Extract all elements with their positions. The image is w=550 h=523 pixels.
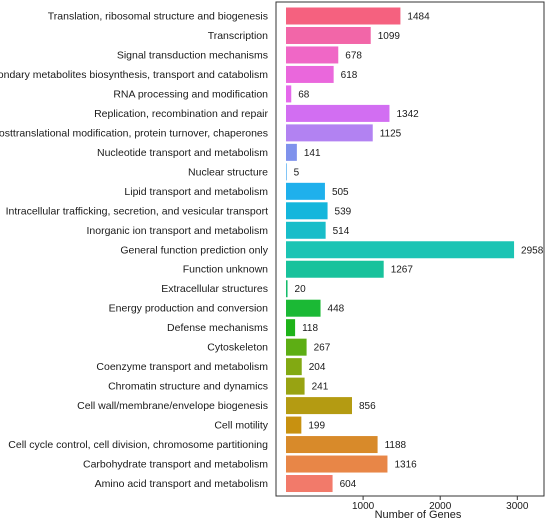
bar xyxy=(286,46,339,64)
value-label: 856 xyxy=(359,401,376,412)
bar xyxy=(286,260,384,278)
category-label: RNA processing and modification xyxy=(113,88,268,100)
x-tick-label: 3000 xyxy=(506,501,529,512)
bar xyxy=(286,26,371,44)
bar xyxy=(286,377,305,395)
category-label: Cell motility xyxy=(214,420,268,432)
bar xyxy=(286,7,401,25)
bar xyxy=(286,319,296,337)
value-label: 1267 xyxy=(391,265,414,276)
bar xyxy=(286,221,326,239)
category-label: Nucleotide transport and metabolism xyxy=(97,147,268,159)
category-label: Defense mechanisms xyxy=(167,322,268,334)
category-label: Signal transduction mechanisms xyxy=(117,49,268,61)
value-label: 1484 xyxy=(407,12,430,23)
category-labels: Translation, ribosomal structure and bio… xyxy=(0,11,269,491)
x-tick-label: 2000 xyxy=(429,501,452,512)
bar xyxy=(286,65,334,83)
category-label: Posttranslational modification, protein … xyxy=(0,127,268,139)
value-label: 199 xyxy=(308,421,325,432)
value-label: 448 xyxy=(328,304,345,315)
category-label: Translation, ribosomal structure and bio… xyxy=(48,11,268,23)
value-label: 1099 xyxy=(378,31,401,42)
category-label: Secondary metabolites biosynthesis, tran… xyxy=(0,69,268,81)
bar xyxy=(286,397,352,415)
bar xyxy=(286,475,333,493)
bar xyxy=(286,163,287,181)
value-label: 604 xyxy=(340,479,357,490)
value-label: 5 xyxy=(294,167,300,178)
value-label: 20 xyxy=(295,284,307,295)
x-axis: 1000 2000 3000 xyxy=(352,496,529,512)
category-label: Nuclear structure xyxy=(188,166,268,178)
x-axis-title: Number of Genes xyxy=(375,509,462,521)
category-label: Lipid transport and metabolism xyxy=(124,186,268,198)
category-label: Energy production and conversion xyxy=(109,303,269,315)
bars-group xyxy=(286,7,515,493)
value-label: 2958 xyxy=(521,245,544,256)
category-label: Cell wall/membrane/envelope biogenesis xyxy=(77,400,268,412)
bar xyxy=(286,202,328,220)
bar xyxy=(286,182,325,200)
value-label: 505 xyxy=(332,187,349,198)
value-label: 514 xyxy=(333,226,350,237)
value-label: 1316 xyxy=(394,460,417,471)
bar xyxy=(286,338,307,356)
value-label: 539 xyxy=(335,206,352,217)
bar xyxy=(286,124,373,142)
bar xyxy=(286,299,321,317)
bar xyxy=(286,436,378,454)
value-labels: 1484 1099 678 618 68 1342 1125 141 5 505 539 514 295… xyxy=(294,12,544,491)
category-label: Carbohydrate transport and metabolism xyxy=(83,459,268,471)
category-label: Function unknown xyxy=(183,264,268,276)
category-label: Amino acid transport and metabolism xyxy=(95,478,269,490)
x-tick-label: 1000 xyxy=(352,501,375,512)
bar xyxy=(286,416,302,434)
category-label: General function prediction only xyxy=(120,244,268,256)
category-label: Replication, recombination and repair xyxy=(94,108,268,120)
bar xyxy=(286,455,388,473)
value-label: 1188 xyxy=(385,440,407,451)
bar xyxy=(286,104,390,122)
value-label: 141 xyxy=(304,148,321,159)
value-label: 618 xyxy=(341,70,358,81)
value-label: 241 xyxy=(312,382,329,393)
category-label: Chromatin structure and dynamics xyxy=(108,381,268,393)
value-label: 1342 xyxy=(396,109,419,120)
value-label: 678 xyxy=(345,50,362,61)
category-label: Inorganic ion transport and metabolism xyxy=(86,225,268,237)
value-label: 68 xyxy=(298,89,310,100)
bar xyxy=(286,358,302,376)
value-label: 204 xyxy=(309,362,326,373)
category-label: Intracellular trafficking, secretion, an… xyxy=(6,205,269,217)
category-label: Extracellular structures xyxy=(161,283,268,295)
value-label: 118 xyxy=(302,323,318,334)
category-label: Transcription xyxy=(208,30,268,42)
category-label: Coenzyme transport and metabolism xyxy=(96,361,268,373)
value-label: 1125 xyxy=(380,128,402,139)
category-label: Cell cycle control, cell division, chrom… xyxy=(8,439,268,451)
bar xyxy=(286,85,292,103)
value-label: 267 xyxy=(314,343,331,354)
bar xyxy=(286,241,515,259)
bar xyxy=(286,280,288,298)
category-label: Cytoskeleton xyxy=(207,342,268,354)
bar xyxy=(286,143,297,161)
